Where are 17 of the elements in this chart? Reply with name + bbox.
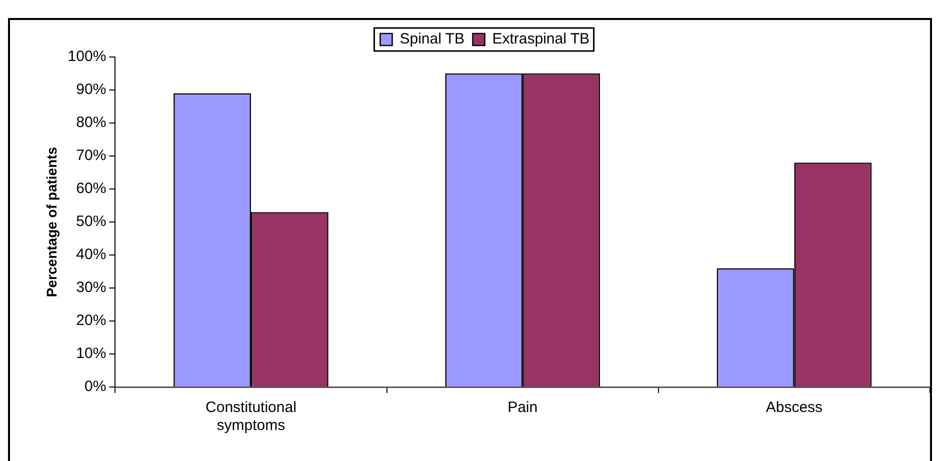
y-tick-label: 40% xyxy=(76,246,106,264)
x-tick-label: Abscess xyxy=(766,399,823,416)
y-tick-label: 20% xyxy=(76,312,106,330)
y-tick-label: 0% xyxy=(84,378,106,396)
y-tick-label: 90% xyxy=(76,81,106,98)
y-axis-title: Percentage of patients xyxy=(43,146,60,298)
legend-label: Extraspinal TB xyxy=(492,30,590,48)
y-tick-label: 10% xyxy=(76,345,106,362)
y-tick-label: 80% xyxy=(76,114,106,132)
y-tick-label: 50% xyxy=(76,213,106,230)
y-tick-label: 100% xyxy=(68,48,106,66)
y-tick-label: 30% xyxy=(76,279,106,296)
legend-label: Spinal TB xyxy=(400,30,464,48)
y-tick-label: 60% xyxy=(76,180,106,198)
x-tick-label: Constitutional symptoms xyxy=(206,399,296,434)
x-tick-label: Pain xyxy=(508,399,538,416)
y-tick-label: 70% xyxy=(76,147,106,164)
